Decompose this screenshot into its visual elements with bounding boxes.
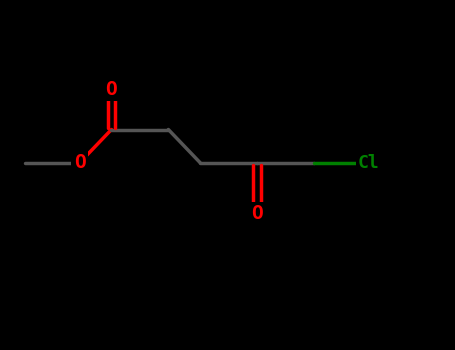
Text: O: O (106, 80, 117, 99)
Text: O: O (251, 204, 263, 223)
Text: Cl: Cl (358, 154, 379, 172)
Text: O: O (74, 153, 86, 172)
